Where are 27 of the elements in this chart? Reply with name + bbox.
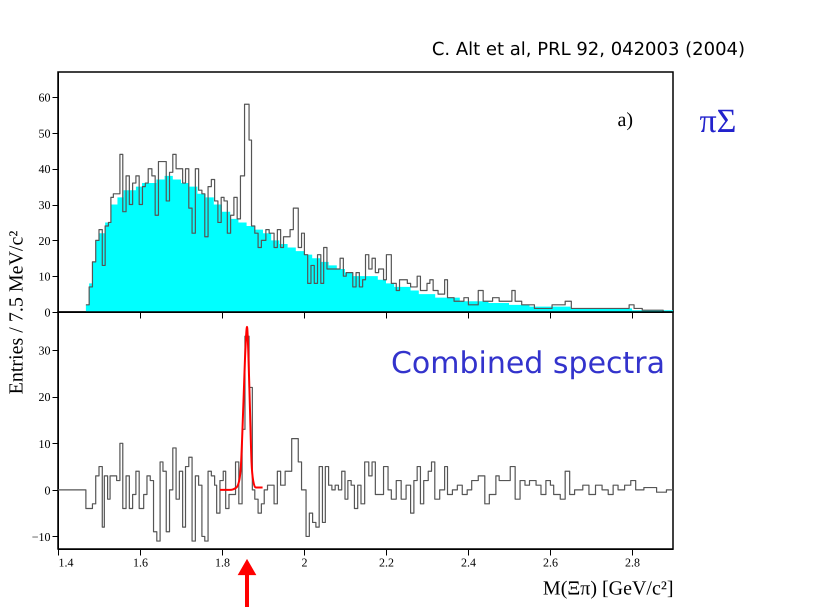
x-tick-label: 1.6 xyxy=(133,556,148,570)
y-tick-label: 20 xyxy=(38,234,50,248)
annotation: Combined spectra xyxy=(390,346,665,381)
x-tick-label: 2.8 xyxy=(625,556,640,570)
y-tick-label: 20 xyxy=(38,390,50,404)
y-tick-label: 60 xyxy=(38,90,50,105)
y-tick-label: 50 xyxy=(38,126,50,140)
x-tick-label: 2.4 xyxy=(461,556,476,570)
text: πΣ xyxy=(700,103,736,140)
x-axis-title: M(Ξπ) [GeV/c²] xyxy=(542,578,674,600)
x-tick-label: 2.2 xyxy=(379,556,394,570)
line-series xyxy=(218,326,264,491)
y-tick-label: 10 xyxy=(38,436,50,451)
y-tick-label: 30 xyxy=(38,344,50,358)
x-tick-label: 2 xyxy=(302,556,308,570)
x-tick-label: 2.6 xyxy=(543,556,558,570)
y-tick-label: −10 xyxy=(32,530,50,544)
text: C. Alt et al, PRL 92, 042003 (2004) xyxy=(432,39,745,60)
x-tick-label: 1.4 xyxy=(58,556,74,570)
y-tick-label: 10 xyxy=(38,270,50,284)
y-axis-title: Entries / 7.5 MeV/c² xyxy=(6,230,28,394)
x-tick-label: 1.8 xyxy=(215,556,230,570)
y-tick-label: 0 xyxy=(44,306,50,320)
y-tick-label: 0 xyxy=(44,483,50,498)
y-tick-label: 40 xyxy=(38,162,50,176)
annotation: a) xyxy=(617,109,633,131)
y-tick-label: 30 xyxy=(38,198,50,212)
